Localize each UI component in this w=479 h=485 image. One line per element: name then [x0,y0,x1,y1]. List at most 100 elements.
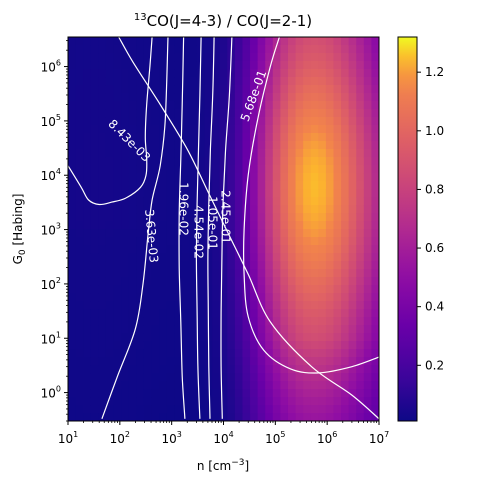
heatmap-cell [136,77,145,86]
heatmap-cell [325,141,335,150]
heatmap-cell [219,405,228,414]
heatmap-cell [212,389,221,398]
heatmap-cell [295,221,304,230]
heatmap-cell [363,349,373,358]
heatmap-cell [143,293,153,302]
heatmap-cell [356,301,365,310]
heatmap-cell [189,45,198,54]
heatmap-cell [310,61,319,70]
heatmap-cell [333,77,342,86]
heatmap-cell [181,229,190,238]
heatmap-cell [75,205,84,214]
heatmap-cell [303,141,312,150]
heatmap-cell [121,181,130,190]
heatmap-cell [333,101,342,110]
heatmap-cell [242,77,251,86]
heatmap-cell [68,341,77,350]
heatmap-cell [287,301,297,310]
heatmap-cell [250,69,259,78]
heatmap-cell [75,101,84,110]
heatmap-cell [181,269,190,278]
heatmap-cell [113,341,122,350]
heatmap-cell [90,317,99,326]
heatmap-cell [212,333,221,342]
heatmap-cell [151,253,160,262]
heatmap-cell [303,221,312,230]
heatmap-cell [212,253,221,262]
heatmap-cell [136,277,145,286]
heatmap-cell [303,381,312,390]
heatmap-cell [333,197,342,206]
heatmap-cell [121,413,130,421]
contour-line [242,37,379,374]
heatmap-cell [136,397,145,406]
heatmap-cell [174,309,183,318]
heatmap-cell [272,149,281,158]
heatmap-cell [363,253,373,262]
heatmap-cell [151,237,160,246]
heatmap-cell [98,45,107,54]
heatmap-cell [105,357,115,366]
heatmap-cell [318,117,327,126]
heatmap-cell [128,405,137,414]
heatmap-cell [219,117,228,126]
heatmap-cell [105,141,115,150]
heatmap-cell [356,109,365,118]
heatmap-cell [234,261,244,270]
heatmap-cell [287,357,297,366]
heatmap-cell [257,133,266,142]
heatmap-cell [83,149,92,158]
heatmap-cell [242,253,251,262]
heatmap-cell [151,37,160,46]
heatmap-cell [234,277,244,286]
contour-line [195,37,202,419]
heatmap-cell [227,197,236,206]
heatmap-cell [204,125,213,134]
heatmap-cell [272,45,281,54]
heatmap-cell [348,381,357,390]
heatmap-cell [356,213,365,222]
heatmap-cell [83,101,92,110]
heatmap-cell [136,381,145,390]
heatmap-cell [98,325,107,334]
heatmap-cell [363,149,373,158]
heatmap-cell [181,101,190,110]
heatmap-cell [280,333,289,342]
heatmap-cell [196,213,206,222]
heatmap-cell [113,101,122,110]
y-tick-label: 101 [41,330,61,346]
heatmap-cell [219,229,228,238]
heatmap-cell [143,45,153,54]
heatmap-cell [128,309,137,318]
heatmap-cell [265,285,274,294]
heatmap-cell [113,229,122,238]
heatmap-cell [136,341,145,350]
heatmap-cell [151,389,160,398]
heatmap-cell [128,389,137,398]
heatmap-cell [318,157,327,166]
heatmap-cell [159,317,168,326]
heatmap-cell [333,205,342,214]
heatmap-cell [189,357,198,366]
heatmap-cell [371,101,379,110]
heatmap-cell [113,253,122,262]
heatmap-cell [98,117,107,126]
heatmap-cell [159,93,168,102]
heatmap-cell [90,413,99,421]
heatmap-cell [280,357,289,366]
heatmap-cell [121,85,130,94]
heatmap-cell [242,309,251,318]
heatmap-cell [196,261,206,270]
heatmap-cell [348,149,357,158]
heatmap-cell [280,397,289,406]
heatmap-cell [98,93,107,102]
heatmap-cell [219,37,228,46]
heatmap-cell [341,85,350,94]
heatmap-cell [287,213,297,222]
heatmap-cell [265,373,274,382]
heatmap-cell [121,101,130,110]
heatmap-cell [128,197,137,206]
heatmap-cell [227,205,236,214]
heatmap-cell [227,133,236,142]
heatmap-cell [242,125,251,134]
